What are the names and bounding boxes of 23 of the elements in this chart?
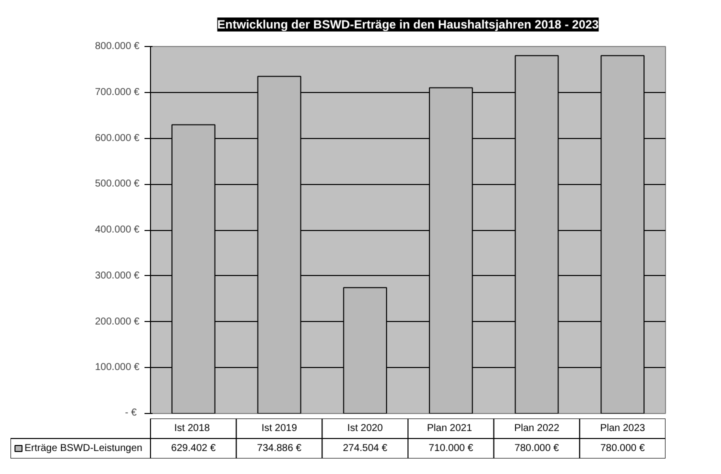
data-label: 274.504 € [342, 443, 388, 454]
legend-label: Erträge BSWD-Leistungen [24, 443, 142, 454]
y-tick-label: 200.000 € [95, 316, 140, 328]
y-tick-label: 700.000 € [95, 86, 140, 98]
x-tick-label: Plan 2021 [427, 423, 472, 434]
data-label: 734.886 € [257, 443, 302, 454]
x-tick-label: Plan 2023 [600, 423, 646, 434]
y-tick-label: 100.000 € [95, 362, 140, 374]
x-tick-label: Ist 2018 [174, 423, 210, 434]
x-tick-label: Ist 2020 [347, 423, 384, 434]
y-tick-label: 300.000 € [95, 270, 140, 282]
y-tick-label: - € [125, 408, 138, 418]
y-tick-label: 800.000 € [95, 41, 140, 52]
data-label: 710.000 € [428, 443, 474, 454]
data-label: 780.000 € [514, 443, 560, 454]
x-tick-label: Ist 2019 [261, 423, 298, 434]
y-tick-label: 500.000 € [95, 178, 140, 190]
x-tick-label: Plan 2022 [514, 423, 560, 434]
y-tick-label: 600.000 € [95, 132, 140, 144]
y-tick-label: 400.000 € [95, 224, 140, 236]
data-label: 780.000 € [600, 443, 646, 454]
chart-title: Entwicklung der BSWD-Erträge in den Haushaltsjahren 2018 - 2023 [217, 18, 600, 32]
data-label: 629.402 € [171, 443, 216, 454]
